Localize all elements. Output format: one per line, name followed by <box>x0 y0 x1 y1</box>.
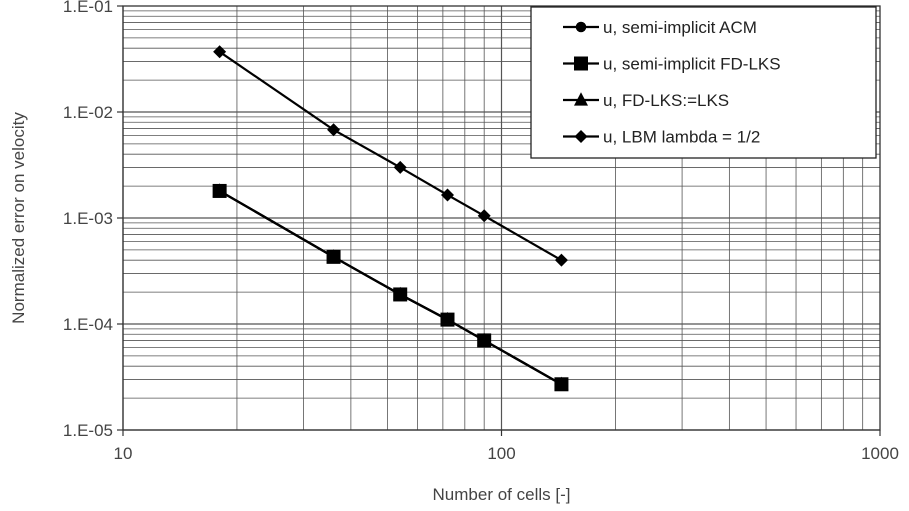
legend-item: u, semi-implicit ACM <box>563 18 757 37</box>
x-tick-label: 10 <box>114 444 133 463</box>
data-point-triangle <box>440 311 455 326</box>
legend-label: u, semi-implicit FD-LKS <box>603 55 781 74</box>
series-triangle <box>212 183 569 390</box>
y-tick-label: 1.E-03 <box>63 209 113 228</box>
data-point-triangle <box>554 376 569 390</box>
data-point-triangle <box>326 249 341 263</box>
legend-item: u, semi-implicit FD-LKS <box>563 55 781 74</box>
x-tick-label: 1000 <box>861 444 899 463</box>
x-tick-label: 100 <box>487 444 515 463</box>
axis-layer: 10 100 1000 1.E-01 1.E-02 1.E-03 1.E-04 1.E-05 <box>63 0 899 463</box>
legend-item: u, FD-LKS:=LKS <box>563 91 729 110</box>
legend-marker-square <box>574 56 588 71</box>
y-tick-label: 1.E-04 <box>63 315 113 334</box>
data-point-diamond <box>441 188 455 202</box>
x-axis-title: Number of cells [-] <box>433 485 571 504</box>
legend-marker-diamond <box>574 130 588 143</box>
data-point-diamond <box>477 209 491 223</box>
data-point-diamond <box>554 253 568 267</box>
legend: u, semi-implicit ACM u, semi-implicit FD-… <box>530 6 877 159</box>
y-tick-label: 1.E-01 <box>63 0 113 16</box>
data-point-diamond <box>393 160 407 174</box>
legend-box <box>530 6 877 159</box>
series-line <box>218 50 562 262</box>
data-point-triangle <box>477 332 492 347</box>
data-point-triangle <box>393 286 408 301</box>
series-line <box>219 189 562 386</box>
y-tick-label: 1.E-02 <box>63 103 113 122</box>
y-tick-label: 1.E-05 <box>63 421 113 440</box>
legend-label: u, semi-implicit ACM <box>603 18 757 37</box>
legend-label: u, LBM lambda = 1/2 <box>603 128 760 147</box>
data-point-triangle <box>212 183 227 197</box>
y-axis-title: Normalized error on velocity <box>9 112 28 324</box>
data-point-diamond <box>213 45 227 59</box>
data-point-diamond <box>327 123 341 137</box>
legend-marker-triangle <box>574 92 588 106</box>
legend-marker-circle <box>575 21 587 33</box>
legend-item: u, LBM lambda = 1/2 <box>563 128 760 147</box>
series-diamond <box>213 45 568 267</box>
series-layer <box>212 45 569 392</box>
legend-label: u, FD-LKS:=LKS <box>603 91 729 110</box>
